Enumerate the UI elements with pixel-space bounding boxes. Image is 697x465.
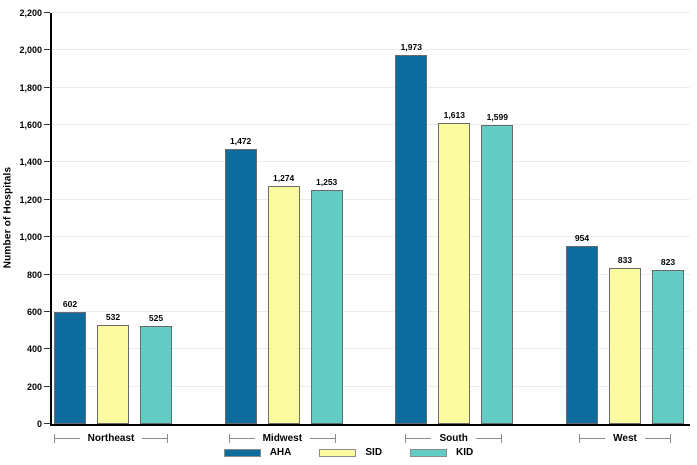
group-extent-whisker-right [142, 434, 169, 443]
bar-value-label: 532 [105, 311, 121, 322]
legend-swatch-sid [319, 448, 357, 457]
y-tick-label: 200 [26, 381, 42, 392]
gridline [52, 86, 690, 88]
bar-aha-south: 1,973 [395, 42, 428, 424]
x-axis-labels: Northeast Midwest South West [50, 433, 690, 444]
bar-kid-west: 823 [651, 257, 684, 424]
y-tick-mark [44, 348, 50, 350]
gridline [52, 273, 690, 275]
gridline [52, 12, 690, 13]
y-tick-mark [44, 49, 50, 51]
legend-item-sid: SID [319, 447, 382, 458]
legend-item-kid: KID [410, 447, 473, 458]
y-tick-label: 800 [26, 269, 42, 280]
y-tick-label: 1,200 [19, 194, 42, 205]
bar-value-label: 1,599 [486, 112, 508, 123]
group-extent-whisker-left [579, 434, 606, 443]
group-extent-whisker-right [644, 434, 671, 443]
region-label: West [613, 433, 637, 444]
x-label-cell-northeast: Northeast [52, 433, 170, 444]
gridline [52, 348, 690, 350]
y-tick-mark [44, 236, 50, 238]
bar-sid-northeast: 532 [97, 312, 129, 424]
y-tick-label: 400 [26, 344, 42, 355]
bar-group-south: 1,973 1,613 1,599 [395, 13, 514, 424]
bar-value-label: 954 [574, 232, 590, 243]
bar-value-label: 602 [62, 298, 78, 309]
plot-area: 0 200 400 600 800 1,000 1,200 1,400 1,600 1,800 2,… [19, 8, 690, 429]
y-tick-label: 1,400 [19, 157, 42, 168]
y-tick-mark [44, 161, 50, 163]
legend: AHA SID KID [0, 447, 697, 458]
group-extent-whisker-left [228, 434, 255, 443]
bar-group-midwest: 1,472 1,274 1,253 [224, 13, 343, 424]
region-label: South [439, 433, 468, 444]
y-tick-label: 0 [36, 419, 42, 429]
legend-label: SID [365, 447, 383, 458]
legend-swatch-aha [223, 448, 261, 457]
y-tick-mark [44, 86, 50, 88]
bar-group-northeast: 602 532 525 [54, 13, 172, 424]
bar-value-label: 1,472 [230, 136, 252, 147]
gridline [52, 385, 690, 387]
group-extent-whisker-left [405, 434, 432, 443]
y-tick-mark [44, 310, 50, 312]
bar-value-label: 1,973 [400, 42, 422, 53]
bar-value-label: 833 [617, 255, 633, 266]
y-tick-label: 1,600 [19, 120, 42, 131]
legend-label: KID [456, 447, 474, 458]
y-tick-label: 1,800 [19, 82, 42, 93]
y-tick-mark [44, 124, 50, 126]
bar-value-label: 1,253 [316, 176, 338, 187]
bar-value-label: 823 [660, 257, 676, 268]
y-tick-label: 600 [26, 306, 42, 317]
bar-kid-south: 1,599 [481, 112, 514, 424]
x-label-cell-south: South [395, 433, 513, 444]
legend-swatch-kid [410, 448, 448, 457]
y-tick-label: 2,200 [19, 8, 42, 18]
gridline [52, 49, 690, 51]
bar-kid-northeast: 525 [140, 313, 172, 424]
gridline [52, 124, 690, 126]
y-tick-mark [44, 385, 50, 387]
y-tick-mark [44, 12, 50, 13]
y-tick-mark [44, 273, 50, 275]
group-extent-whisker-right [310, 434, 337, 443]
bar-aha-midwest: 1,472 [224, 136, 257, 424]
legend-label: AHA [269, 447, 292, 458]
y-tick-mark [44, 423, 50, 424]
region-label: Midwest [262, 433, 303, 444]
group-extent-whisker-right [475, 434, 502, 443]
region-label: Northeast [87, 433, 135, 444]
bar-kid-midwest: 1,253 [310, 177, 343, 424]
y-tick-label: 2,000 [19, 45, 42, 56]
bar-group-west: 954 833 823 [565, 13, 684, 424]
y-axis-title: Number of Hospitals [2, 166, 14, 269]
gridline [52, 161, 690, 163]
legend-item-aha: AHA [223, 447, 292, 458]
x-label-cell-midwest: Midwest [223, 433, 341, 444]
bar-sid-west: 833 [608, 255, 641, 424]
bar-value-label: 1,274 [273, 173, 295, 183]
bar-sid-midwest: 1,274 [267, 173, 300, 424]
gridline [52, 310, 690, 312]
y-tick-mark [44, 198, 50, 200]
bar-aha-northeast: 602 [54, 299, 86, 424]
bar-sid-south: 1,613 [438, 110, 471, 424]
bar-value-label: 1,613 [443, 109, 465, 120]
gridline [52, 198, 690, 200]
x-label-cell-west: West [566, 433, 684, 444]
bar-aha-west: 954 [565, 233, 598, 424]
y-tick-label: 1,000 [19, 232, 42, 243]
group-extent-whisker-left [53, 434, 80, 443]
bar-value-label: 525 [148, 312, 164, 323]
bar-groups-container: 602 532 525 1,472 1,274 1,253 1,973 1,613 1,599 9… [52, 13, 690, 424]
gridline [52, 236, 690, 238]
